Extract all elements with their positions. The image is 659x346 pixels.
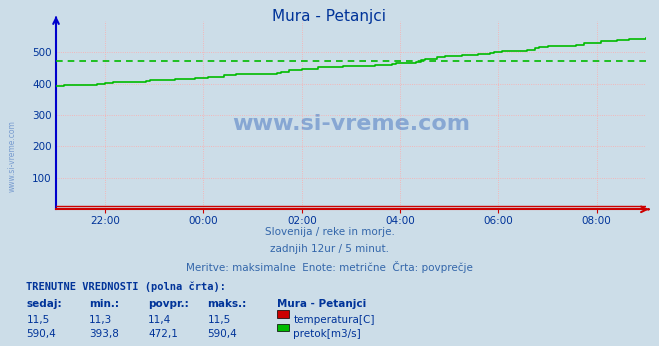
Text: temperatura[C]: temperatura[C] [293,315,375,325]
Text: 11,4: 11,4 [148,315,171,325]
Text: povpr.:: povpr.: [148,299,189,309]
Text: www.si-vreme.com: www.si-vreme.com [232,115,470,135]
Text: sedaj:: sedaj: [26,299,62,309]
Text: maks.:: maks.: [208,299,247,309]
Text: pretok[m3/s]: pretok[m3/s] [293,329,361,339]
Text: 472,1: 472,1 [148,329,178,339]
Text: 11,5: 11,5 [208,315,231,325]
Text: Meritve: maksimalne  Enote: metrične  Črta: povprečje: Meritve: maksimalne Enote: metrične Črta… [186,261,473,273]
Text: Mura - Petanjci: Mura - Petanjci [277,299,366,309]
Text: 590,4: 590,4 [208,329,237,339]
Text: TRENUTNE VREDNOSTI (polna črta):: TRENUTNE VREDNOSTI (polna črta): [26,282,226,292]
Text: 590,4: 590,4 [26,329,56,339]
Text: www.si-vreme.com: www.si-vreme.com [8,120,17,192]
Text: 11,5: 11,5 [26,315,49,325]
Text: 11,3: 11,3 [89,315,112,325]
Text: Mura - Petanjci: Mura - Petanjci [273,9,386,24]
Text: zadnjih 12ur / 5 minut.: zadnjih 12ur / 5 minut. [270,244,389,254]
Text: min.:: min.: [89,299,119,309]
Text: 393,8: 393,8 [89,329,119,339]
Text: Slovenija / reke in morje.: Slovenija / reke in morje. [264,227,395,237]
